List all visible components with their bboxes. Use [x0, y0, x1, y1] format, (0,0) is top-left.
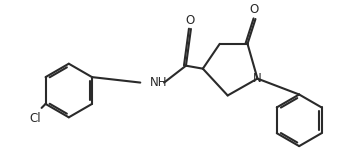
Text: N: N — [253, 72, 262, 85]
Text: O: O — [249, 3, 258, 16]
Text: NH: NH — [150, 76, 168, 89]
Text: O: O — [185, 14, 194, 27]
Text: Cl: Cl — [29, 112, 41, 125]
